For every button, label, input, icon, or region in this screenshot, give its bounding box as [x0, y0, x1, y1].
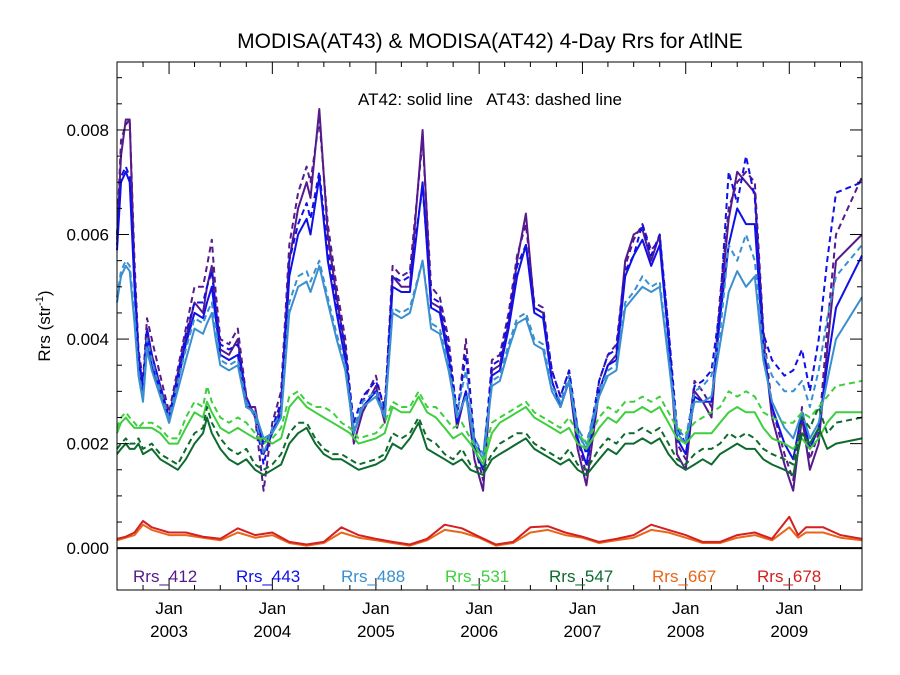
chart-annotation: AT42: solid line AT43: dashed line [358, 90, 622, 109]
x-tick-month: Jan [465, 599, 492, 618]
series-line-rrs-531-at42 [116, 395, 862, 466]
y-axis-label: Rrs (str-1) [34, 290, 54, 361]
x-tick-month: Jan [259, 599, 286, 618]
x-tick-year: 2008 [667, 622, 705, 641]
y-tick-label: 0.004 [66, 330, 109, 349]
legend-item-rrs-443: Rrs_443 [236, 567, 300, 586]
x-tick-month: Jan [672, 599, 699, 618]
series-line-rrs-547-at43 [116, 406, 863, 471]
legend-item-rrs-412: Rrs_412 [133, 567, 197, 586]
x-tick-year: 2009 [770, 622, 808, 641]
chart-title: MODISA(AT43) & MODISA(AT42) 4-Day Rrs fo… [237, 30, 743, 53]
series-line-rrs-443-at42 [116, 170, 863, 471]
legend-item-rrs-547: Rrs_547 [549, 567, 613, 586]
x-tick-year: 2007 [564, 622, 602, 641]
y-tick-label: 0.008 [66, 121, 109, 140]
y-tick-label: 0.000 [66, 539, 109, 558]
y-tick-label: 0.006 [66, 226, 109, 245]
legend-item-rrs-678: Rrs_678 [757, 567, 821, 586]
x-tick-month: Jan [155, 599, 182, 618]
x-tick-month: Jan [362, 599, 389, 618]
plot-frame [116, 61, 863, 591]
y-tick-label: 0.002 [66, 435, 109, 454]
series-line-rrs-531-at43 [116, 379, 863, 461]
x-tick-year: 2003 [150, 622, 188, 641]
series-line-rrs-443-at43 [116, 155, 863, 466]
x-tick-month: Jan [776, 599, 803, 618]
legend: Rrs_412 Rrs_443 Rrs_488 Rrs_531 Rrs_547 Rrs_6… [133, 567, 821, 586]
x-tick-year: 2006 [460, 622, 498, 641]
series-line-rrs-678-at42 [116, 515, 863, 546]
legend-item-rrs-531: Rrs_531 [445, 567, 509, 586]
series-line-rrs-488-at43 [116, 233, 863, 456]
plot-area [116, 108, 863, 550]
legend-item-rrs-667: Rrs_667 [652, 567, 716, 586]
series-line-rrs-547-at42 [116, 416, 863, 476]
series-line-rrs-488-at42 [116, 259, 863, 461]
x-tick-year: 2005 [357, 622, 395, 641]
x-tick-month: Jan [569, 599, 596, 618]
axes: 0.000 0.002 0.004 0.006 0.008 Jan 2003 Jan 2004 J… [66, 61, 863, 641]
legend-item-rrs-488: Rrs_488 [341, 567, 405, 586]
x-tick-year: 2004 [253, 622, 291, 641]
